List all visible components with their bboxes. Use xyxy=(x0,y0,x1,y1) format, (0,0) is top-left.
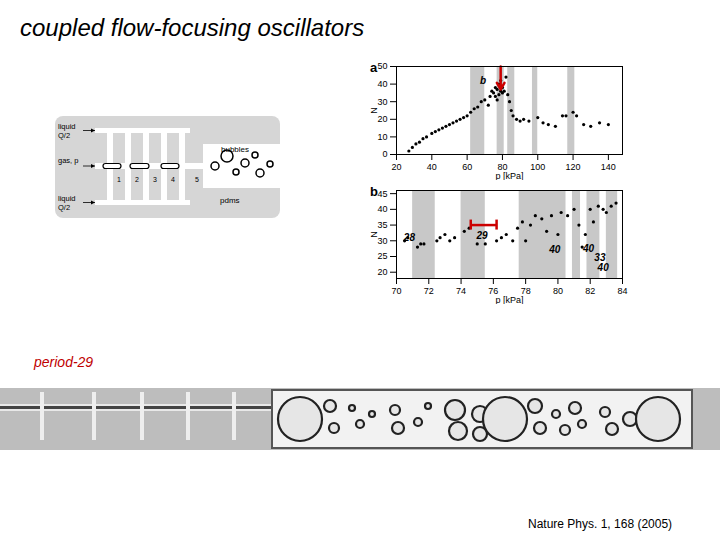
svg-text:72: 72 xyxy=(424,286,434,296)
html-text:coupled flow-focusing oscillat: coupled flow-focusing oscillators xyxy=(20,14,365,41)
svg-text:70: 70 xyxy=(391,286,401,296)
svg-text:76: 76 xyxy=(488,285,499,296)
html-text:period-29: period-29 xyxy=(34,354,94,370)
svg-text:80: 80 xyxy=(497,161,508,172)
svg-text:40: 40 xyxy=(377,204,387,214)
svg-text:bubbles: bubbles xyxy=(221,145,249,154)
svg-text:100: 100 xyxy=(530,162,545,172)
svg-text:78: 78 xyxy=(520,285,531,296)
svg-text:3: 3 xyxy=(153,176,157,183)
svg-text:40: 40 xyxy=(582,243,595,254)
svg-text:30: 30 xyxy=(377,97,387,107)
svg-text:p [kPa]: p [kPa] xyxy=(495,295,523,305)
svg-text:0: 0 xyxy=(382,149,387,159)
html-text:a: a xyxy=(370,60,378,75)
svg-text:N: N xyxy=(369,107,379,114)
svg-text:40: 40 xyxy=(597,262,610,273)
svg-text:20: 20 xyxy=(377,267,387,277)
svg-text:N: N xyxy=(369,231,379,238)
svg-text:82: 82 xyxy=(585,286,595,296)
svg-text:b: b xyxy=(480,75,486,86)
svg-text:4: 4 xyxy=(171,176,175,183)
svg-text:28: 28 xyxy=(403,232,416,243)
svg-text:20: 20 xyxy=(391,162,401,172)
html-text:Nature Phys. 1, 168 (2005): Nature Phys. 1, 168 (2005) xyxy=(528,517,673,531)
svg-text:40: 40 xyxy=(427,162,437,172)
svg-text:29: 29 xyxy=(475,230,488,241)
svg-text:pdms: pdms xyxy=(220,196,240,205)
svg-text:2: 2 xyxy=(135,176,139,183)
svg-text:30: 30 xyxy=(377,236,387,246)
svg-text:84: 84 xyxy=(617,286,627,296)
svg-text:80: 80 xyxy=(553,286,563,296)
svg-text:10: 10 xyxy=(377,132,387,142)
svg-text:gas, p: gas, p xyxy=(58,156,78,165)
svg-text:35: 35 xyxy=(377,220,387,230)
svg-text:5: 5 xyxy=(195,176,199,183)
svg-text:60: 60 xyxy=(462,162,472,172)
svg-text:liquid: liquid xyxy=(58,194,76,203)
svg-text:50: 50 xyxy=(377,61,387,71)
svg-text:33: 33 xyxy=(594,252,606,264)
svg-text:40: 40 xyxy=(548,244,561,255)
svg-text:45: 45 xyxy=(377,189,387,199)
svg-text:140: 140 xyxy=(601,162,616,172)
svg-text:74: 74 xyxy=(456,286,466,296)
svg-text:40: 40 xyxy=(377,79,387,89)
svg-text:20: 20 xyxy=(377,114,387,124)
svg-text:1: 1 xyxy=(117,176,121,183)
html-text:b: b xyxy=(370,184,378,199)
svg-text:120: 120 xyxy=(566,162,581,172)
svg-text:Q/2: Q/2 xyxy=(58,131,70,140)
svg-text:Q/2: Q/2 xyxy=(58,203,70,212)
svg-text:liquid: liquid xyxy=(58,122,76,131)
svg-text:p [kPa]: p [kPa] xyxy=(495,171,523,181)
svg-text:25: 25 xyxy=(377,251,387,261)
